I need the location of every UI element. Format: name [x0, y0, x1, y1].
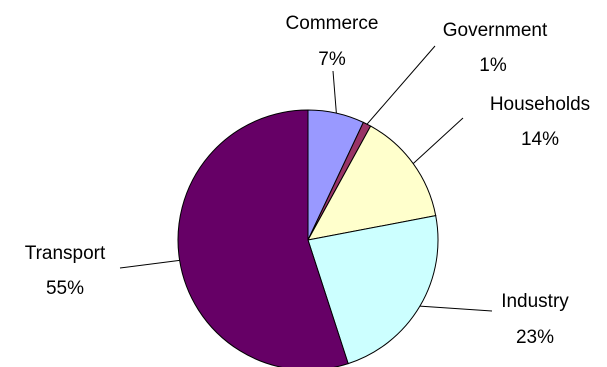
leader-line-commerce: [333, 71, 336, 113]
leader-line-households: [413, 118, 463, 164]
slice-label-government: Government: [443, 20, 548, 41]
slice-value-households: 14%: [521, 129, 559, 150]
slice-label-households: Households: [490, 94, 590, 115]
leader-line-industry: [420, 306, 492, 311]
slice-label-industry: Industry: [501, 291, 569, 312]
leader-line-government: [367, 46, 435, 124]
slice-value-transport: 55%: [46, 278, 84, 299]
slice-label-commerce: Commerce: [286, 13, 379, 34]
slice-value-industry: 23%: [516, 327, 554, 348]
slice-value-government: 1%: [479, 55, 507, 76]
slice-label-transport: Transport: [25, 243, 106, 264]
pie-slices: [178, 110, 438, 367]
slice-value-commerce: 7%: [318, 49, 346, 70]
leader-line-transport: [120, 260, 180, 268]
